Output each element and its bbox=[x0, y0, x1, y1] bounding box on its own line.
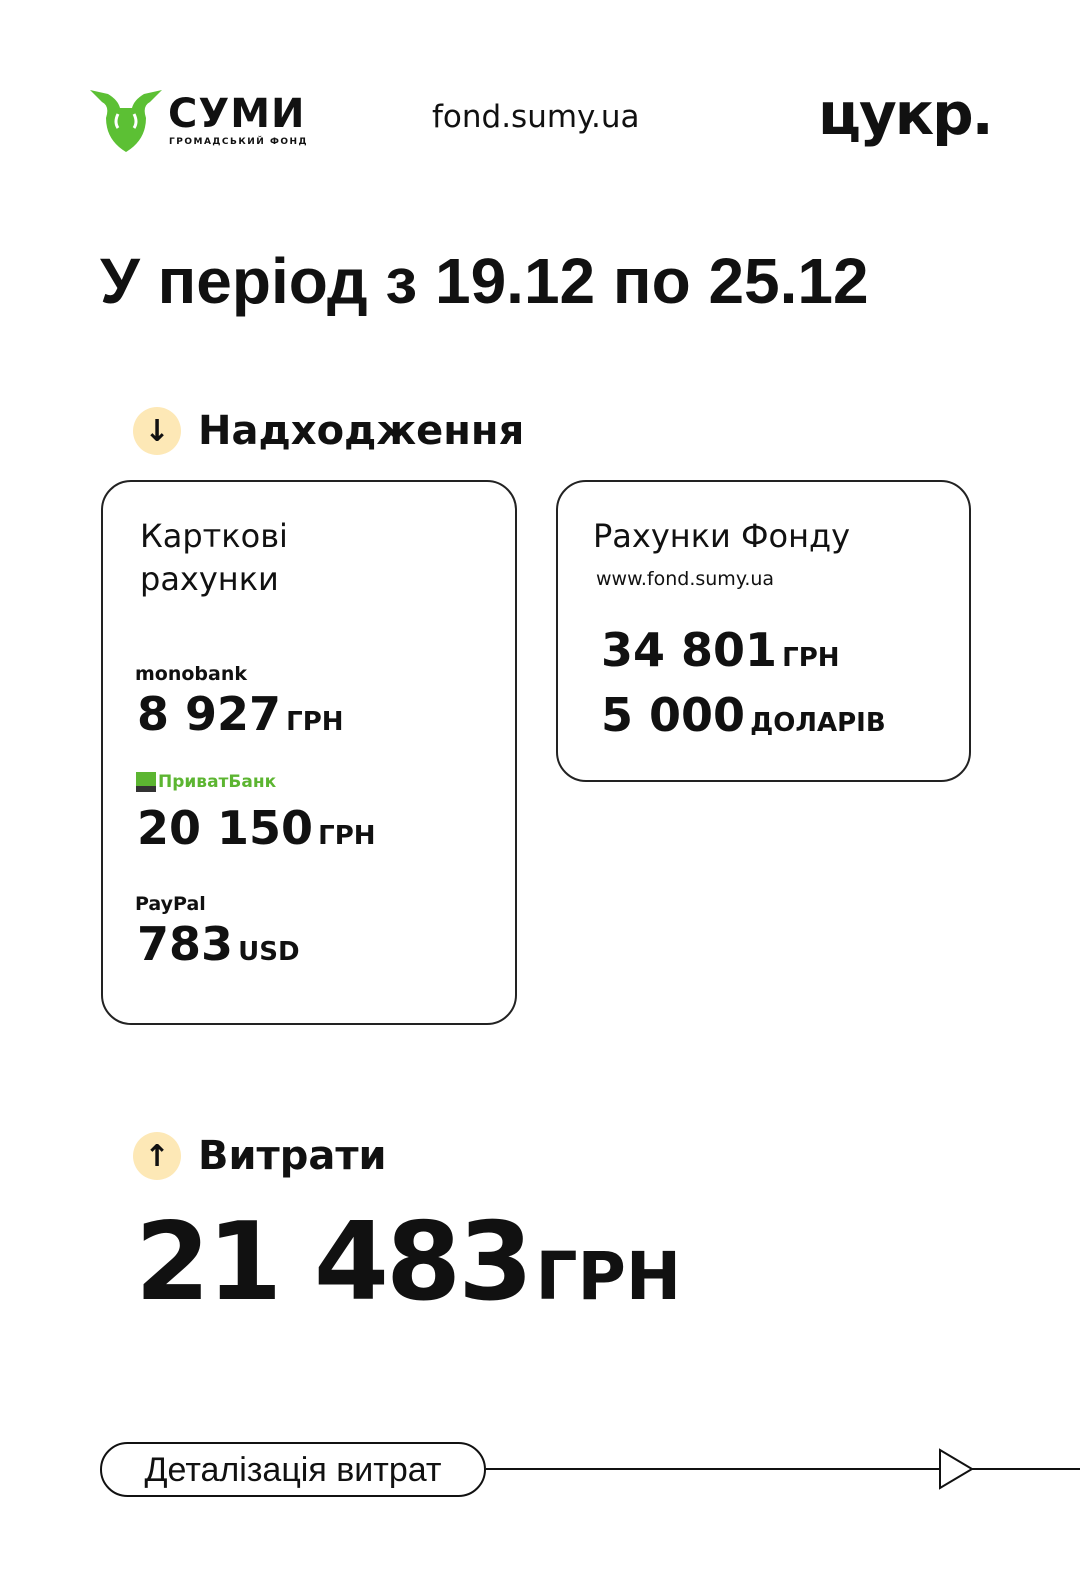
paypal-amount: 783 bbox=[137, 917, 234, 971]
divider-line bbox=[486, 1468, 1080, 1470]
paypal-currency: USD bbox=[238, 937, 300, 967]
arrow-up-icon: ↑ bbox=[133, 1132, 181, 1180]
sumy-logo bbox=[90, 88, 162, 156]
ant-logo-icon bbox=[90, 90, 162, 152]
play-arrow-icon[interactable] bbox=[938, 1448, 974, 1490]
privat-currency: ГРН bbox=[318, 821, 376, 851]
expenses-amount: 21 483 bbox=[135, 1200, 533, 1325]
fund-uah-amount: 34 801 bbox=[601, 623, 778, 677]
card-fund: Рахунки Фонду www.fond.sumy.ua 34 801 ГР… bbox=[556, 480, 971, 782]
details-button[interactable]: Деталізація витрат bbox=[100, 1442, 486, 1497]
card-accounts-label: Карткові рахунки bbox=[140, 517, 288, 598]
monobank-amount: 8 927 bbox=[137, 687, 282, 741]
monobank-currency: ГРН bbox=[286, 707, 344, 737]
page-title: У період з 19.12 по 25.12 bbox=[100, 245, 869, 317]
fund-url[interactable]: www.fond.sumy.ua bbox=[596, 568, 775, 590]
monobank-label: monobank bbox=[135, 663, 248, 685]
logo-title: СУМИ bbox=[168, 91, 306, 137]
card-accounts: Карткові рахунки monobank 8 927 ГРН Прив… bbox=[101, 480, 517, 1025]
logo-subtitle: ГРОМАДСЬКИЙ ФОНД bbox=[169, 137, 309, 147]
paypal-label: PayPal bbox=[135, 893, 206, 915]
brand-logo: цукр. bbox=[818, 80, 994, 148]
privatbank-logo: ПриватБанк bbox=[136, 772, 276, 792]
expenses-heading: Витрати bbox=[198, 1133, 387, 1179]
fund-usd-amount: 5 000 bbox=[601, 688, 746, 742]
expenses-currency: ГРН bbox=[535, 1238, 682, 1315]
fund-uah-currency: ГРН bbox=[782, 643, 840, 673]
income-heading: Надходження bbox=[198, 408, 525, 454]
fund-usd-currency: ДОЛАРІВ bbox=[750, 708, 886, 738]
arrow-down-icon: ↓ bbox=[133, 407, 181, 455]
site-link[interactable]: fond.sumy.ua bbox=[432, 99, 640, 135]
fund-label: Рахунки Фонду bbox=[593, 517, 851, 555]
privat-amount: 20 150 bbox=[137, 801, 314, 855]
